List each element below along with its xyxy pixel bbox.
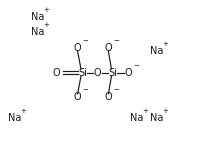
Text: Si: Si <box>108 68 117 78</box>
Text: +: + <box>43 7 49 13</box>
Text: −: − <box>83 38 89 44</box>
Text: +: + <box>20 108 26 114</box>
Text: Na: Na <box>31 12 44 22</box>
Text: −: − <box>133 63 139 69</box>
Text: O: O <box>74 92 81 102</box>
Text: O: O <box>74 43 81 53</box>
Text: O: O <box>105 43 112 53</box>
Text: O: O <box>125 68 132 78</box>
Text: Na: Na <box>130 114 144 123</box>
Text: +: + <box>163 41 169 47</box>
Text: −: − <box>113 87 119 93</box>
Text: +: + <box>43 22 49 28</box>
Text: O: O <box>105 92 112 102</box>
Text: Na: Na <box>150 46 164 56</box>
Text: −: − <box>113 38 119 44</box>
Text: Si: Si <box>78 68 87 78</box>
Text: −: − <box>83 87 89 93</box>
Text: Na: Na <box>150 114 164 123</box>
Text: O: O <box>94 68 101 78</box>
Text: O: O <box>53 68 60 78</box>
Text: +: + <box>163 108 169 114</box>
Text: +: + <box>143 108 149 114</box>
Text: Na: Na <box>8 114 21 123</box>
Text: Na: Na <box>31 27 44 37</box>
